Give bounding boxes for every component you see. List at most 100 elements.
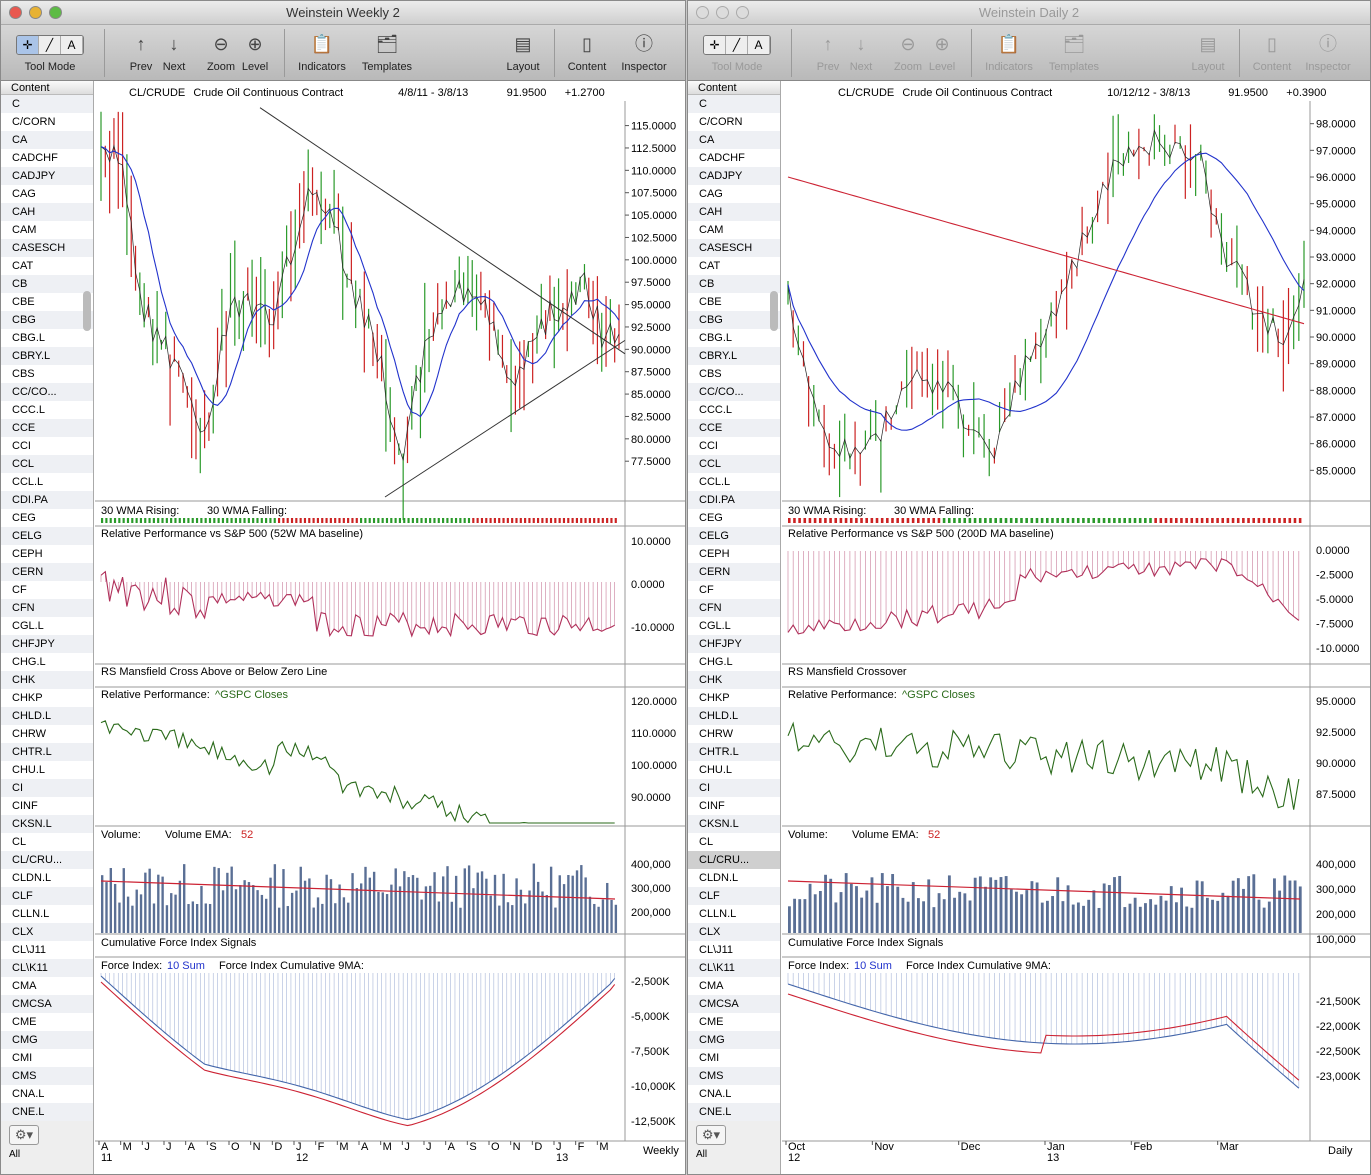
symbol-list-item[interactable]: C/CORN [699, 116, 743, 128]
prev-button[interactable]: ↑ Prev [814, 27, 842, 73]
symbol-list-item[interactable]: CLX [688, 923, 780, 941]
symbol-list-item[interactable]: CL\K11 [688, 959, 780, 977]
symbol-list-item[interactable]: CFN [1, 599, 93, 617]
next-button[interactable]: ↓ Next [159, 27, 189, 73]
symbol-list-item[interactable]: CADCHF [12, 152, 58, 164]
symbol-list-item[interactable]: CHRW [12, 728, 47, 740]
symbol-list-item[interactable]: CAM [699, 224, 724, 236]
symbol-list-item[interactable]: CEG [699, 512, 723, 524]
symbol-list-item[interactable]: CHFJPY [688, 635, 780, 653]
symbol-list-item[interactable]: CHG.L [699, 656, 733, 668]
symbol-list-item[interactable]: CHTR.L [688, 743, 780, 761]
symbol-list-item[interactable]: CNA.L [12, 1088, 45, 1100]
symbol-list-item[interactable]: CL\J11 [12, 944, 47, 956]
line-tool-icon[interactable]: ╱ [39, 36, 61, 54]
gear-icon[interactable]: ⚙▾ [9, 1125, 39, 1145]
symbol-list-item[interactable]: CA [1, 131, 93, 149]
symbol-list-item[interactable]: CASESCH [688, 239, 780, 257]
symbol-list-item[interactable]: CMG [688, 1031, 780, 1049]
prev-button[interactable]: ↑ Prev [127, 27, 155, 73]
symbol-list-item[interactable]: CELG [1, 527, 93, 545]
symbol-list-item[interactable]: CFN [688, 599, 780, 617]
symbol-list-item[interactable]: CL\K11 [1, 959, 93, 977]
symbol-list-item[interactable]: CGL.L [699, 620, 731, 632]
symbol-list-item[interactable]: CAH [1, 203, 93, 221]
daily-chart-area[interactable]: CL/CRUDE Crude Oil Continuous Contract 10/… [782, 81, 1371, 1175]
symbol-list-item[interactable]: CGL.L [12, 620, 44, 632]
symbol-list-item[interactable]: CHKP [12, 692, 43, 704]
indicators-button[interactable]: 📋 Indicators [293, 27, 351, 73]
symbol-list-item[interactable]: C [1, 95, 93, 113]
text-tool-icon[interactable]: A [61, 36, 83, 54]
zoom-in-button[interactable]: ⊕ Level [926, 27, 958, 73]
symbol-list-item[interactable]: CLX [1, 923, 93, 941]
scrollbar-thumb[interactable] [83, 291, 91, 331]
symbol-list-item[interactable]: CMG [1, 1031, 93, 1049]
symbol-list-item[interactable]: CEPH [699, 548, 730, 560]
symbol-list-item[interactable]: CI [1, 779, 93, 797]
symbol-list-item[interactable]: CHU.L [699, 764, 733, 776]
symbol-list-item[interactable]: CF [12, 584, 27, 596]
symbol-list-item[interactable]: CL/CRU... [1, 851, 93, 869]
line-tool-icon[interactable]: ╱ [726, 36, 748, 54]
symbol-list-item[interactable]: CBRY.L [688, 347, 780, 365]
weekly-chart-area[interactable]: CL/CRUDE Crude Oil Continuous Contract 4/8… [95, 81, 686, 1175]
symbol-list-item[interactable]: CERN [688, 563, 780, 581]
symbol-list-item[interactable]: CL [699, 836, 714, 848]
symbol-list-item[interactable]: CBE [12, 296, 35, 308]
symbol-list-item[interactable]: CHTR.L [1, 743, 93, 761]
close-button[interactable] [9, 6, 22, 19]
symbol-list-item[interactable]: CME [12, 1016, 37, 1028]
window-titlebar[interactable]: Weinstein Daily 2 [688, 1, 1370, 25]
zoom-in-button[interactable]: ⊕ Level [239, 27, 271, 73]
symbol-list-item[interactable]: CERN [1, 563, 93, 581]
minimize-button[interactable] [716, 6, 729, 19]
crosshair-icon[interactable]: ✛ [704, 36, 726, 54]
symbol-list-item[interactable]: CCL.L [699, 476, 731, 488]
layout-button[interactable]: ▤ Layout [501, 27, 545, 73]
content-column-header[interactable]: Content [688, 81, 780, 95]
symbol-list-item[interactable]: CINF [12, 800, 38, 812]
symbol-list-item[interactable]: CEG [12, 512, 36, 524]
symbol-list-item[interactable]: CC/CO... [1, 383, 93, 401]
symbol-list-item[interactable]: CAG [699, 188, 723, 200]
crosshair-icon[interactable]: ✛ [17, 36, 39, 54]
layout-button[interactable]: ▤ Layout [1186, 27, 1230, 73]
symbol-list-item[interactable]: CDI.PA [688, 491, 780, 509]
symbol-list-item[interactable]: CMCSA [1, 995, 93, 1013]
symbol-list-item[interactable]: CMS [1, 1067, 93, 1085]
symbol-list-item[interactable]: CNE.L [688, 1103, 780, 1121]
symbol-list-item[interactable]: CASESCH [1, 239, 93, 257]
symbol-list-item[interactable]: CHG.L [12, 656, 46, 668]
tool-mode-segmented-control[interactable]: ✛ ╱ A [703, 35, 771, 55]
symbol-list-item[interactable]: CL\J11 [699, 944, 734, 956]
symbol-list-item[interactable]: CI [688, 779, 780, 797]
symbol-list-item[interactable]: CKSN.L [688, 815, 780, 833]
symbol-list-item[interactable]: CLLN.L [699, 908, 737, 920]
symbol-list-item[interactable]: CCE [688, 419, 780, 437]
symbol-list-item[interactable]: CADCHF [699, 152, 745, 164]
symbol-list-item[interactable]: CCE [1, 419, 93, 437]
inspector-button[interactable]: ⓘ Inspector [1300, 27, 1356, 73]
symbol-list-item[interactable]: CHFJPY [1, 635, 93, 653]
symbol-list-item[interactable]: CME [699, 1016, 724, 1028]
symbol-list-item[interactable]: CAT [699, 260, 721, 272]
symbol-list-item[interactable]: CBG.L [699, 332, 733, 344]
symbol-list-item[interactable]: CCL.L [12, 476, 44, 488]
symbol-list-item[interactable]: CHU.L [12, 764, 46, 776]
symbol-list-item[interactable]: CELG [688, 527, 780, 545]
symbol-list-item[interactable]: CAM [12, 224, 37, 236]
symbol-list-item[interactable]: CB [688, 275, 780, 293]
symbol-list-item[interactable]: CNE.L [1, 1103, 93, 1121]
symbol-list-item[interactable]: CMCSA [688, 995, 780, 1013]
zoom-out-button[interactable]: ⊖ Zoom [204, 27, 238, 73]
symbol-list-item[interactable]: CBS [12, 368, 35, 380]
symbol-list-item[interactable]: CHK [688, 671, 780, 689]
zoom-out-button[interactable]: ⊖ Zoom [891, 27, 925, 73]
zoom-button[interactable] [49, 6, 62, 19]
symbol-list-item[interactable]: CNA.L [699, 1088, 732, 1100]
symbol-list-item[interactable]: CCC.L [12, 404, 46, 416]
symbol-list-item[interactable]: CBE [699, 296, 722, 308]
symbol-list-item[interactable]: CBRY.L [1, 347, 93, 365]
symbol-list-item[interactable]: C [688, 95, 780, 113]
